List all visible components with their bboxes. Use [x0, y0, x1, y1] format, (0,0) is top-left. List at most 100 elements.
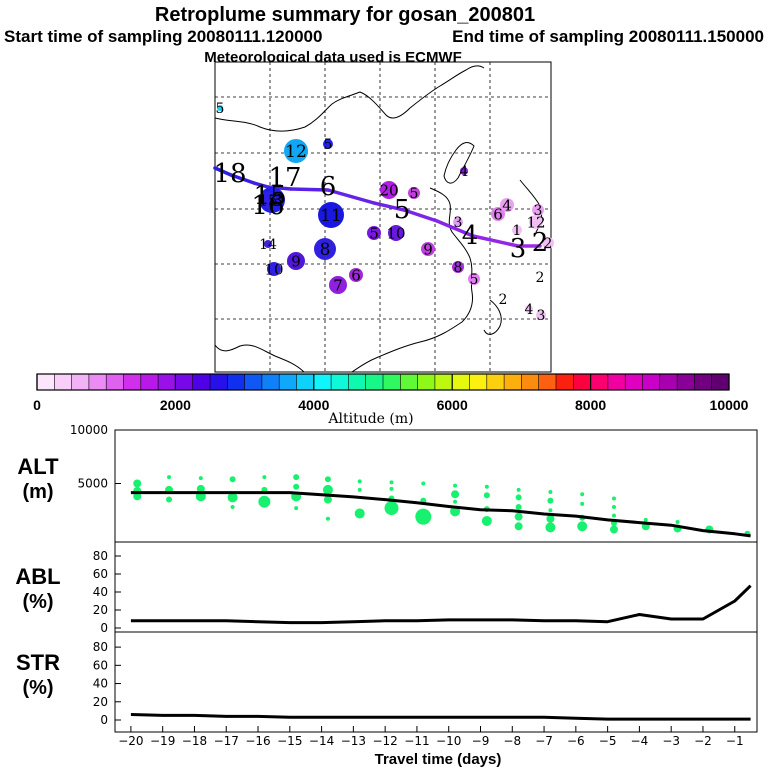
colorbar-swatch — [71, 374, 90, 390]
cluster-label: 2 — [544, 236, 553, 252]
trajectory-day-label: 15 — [253, 181, 286, 211]
cluster-dot — [468, 273, 480, 285]
cluster-label: 3 — [534, 203, 543, 219]
alt-scatter-point — [133, 492, 142, 501]
alt-scatter-point — [484, 484, 489, 489]
alt-scatter-point — [166, 496, 173, 503]
cluster-dot — [267, 262, 281, 276]
cluster-dot — [287, 252, 305, 270]
alt-scatter-point — [322, 484, 333, 495]
trajectory-day-label: 2 — [532, 228, 549, 258]
alt-scatter-point — [196, 484, 205, 493]
x-tick-label: −15 — [277, 734, 302, 748]
alt-ytick-label: 5000 — [77, 477, 108, 491]
alt-scatter-point — [451, 490, 460, 499]
str-unit-label: (%) — [22, 677, 53, 699]
colorbar-swatch — [556, 374, 574, 390]
alt-scatter-point — [230, 505, 235, 510]
alt-scatter-point — [611, 505, 616, 510]
alt-scatter-point — [516, 487, 521, 492]
trajectory-day-label: 5 — [394, 195, 411, 225]
alt-scatter-point — [611, 513, 616, 518]
cluster-label: 10 — [386, 224, 405, 242]
cluster-dot — [460, 167, 468, 175]
colorbar-swatch — [313, 374, 332, 390]
alt-scatter-point — [167, 475, 172, 480]
cluster-label: 12 — [285, 142, 307, 162]
trajectory-segment — [402, 208, 439, 223]
colorbar-swatch — [296, 374, 315, 390]
alt-scatter-point — [577, 521, 588, 532]
cluster-label: 1 — [513, 223, 522, 239]
alt-scatter-point — [323, 495, 332, 504]
x-tick-label: −4 — [631, 734, 649, 748]
colorbar-swatch — [106, 374, 124, 390]
cluster-label: 5 — [470, 272, 479, 288]
cluster-label: 5 — [216, 101, 225, 117]
cluster-dot — [388, 225, 404, 241]
colorbar-swatch — [365, 374, 384, 390]
alt-scatter-point — [514, 522, 523, 531]
alt-scatter-point — [324, 476, 331, 483]
trajectory-segment — [213, 166, 233, 177]
alt-scatter-point — [545, 522, 556, 533]
alt-scatter-point — [546, 514, 555, 523]
cluster-dot — [525, 305, 533, 313]
colorbar-swatch — [434, 374, 453, 390]
alt-scatter-point — [481, 515, 492, 526]
cluster-label: 6 — [351, 266, 361, 284]
cluster-label: 3 — [454, 215, 463, 231]
cluster-dot — [536, 310, 546, 320]
alt-scatter-point — [293, 474, 300, 481]
x-tick-label: −8 — [503, 734, 521, 748]
alt-scatter-point — [384, 501, 399, 516]
abl-unit-label: (%) — [22, 591, 53, 613]
alt-ytick-label: 10000 — [70, 423, 108, 437]
cluster-label: 5 — [369, 224, 379, 242]
colorbar-swatch — [711, 374, 730, 390]
x-tick-label: −19 — [150, 734, 175, 748]
x-tick-label: −17 — [214, 734, 239, 748]
alt-scatter-point — [643, 517, 648, 522]
cluster-label: 10 — [264, 260, 283, 278]
trajectory-day-label: 17 — [268, 163, 301, 193]
colorbar-swatch — [54, 374, 73, 390]
alt-scatter-point — [453, 499, 458, 504]
cluster-label: 5 — [324, 137, 333, 153]
cluster-label: 7 — [333, 276, 343, 294]
alt-scatter-point — [389, 486, 394, 491]
trajectory-day-label: 18 — [213, 159, 246, 189]
abl-ytick-label: 60 — [93, 567, 108, 581]
cluster-label: 15 — [258, 191, 277, 209]
trajectory-day-label: 6 — [320, 172, 337, 202]
cluster-label: 12 — [526, 213, 545, 231]
cluster-dot — [318, 202, 344, 228]
alt-scatter-point — [515, 494, 522, 501]
cluster-dot — [536, 273, 544, 281]
colorbar-swatch — [521, 374, 540, 390]
cluster-label: 5 — [410, 186, 419, 202]
cluster-dot — [421, 242, 435, 256]
colorbar-swatch — [504, 374, 522, 390]
x-axis-title: Travel time (days) — [375, 751, 502, 768]
cluster-label: 3 — [537, 308, 546, 324]
cluster-label: 4 — [502, 196, 512, 214]
cluster-dot — [491, 207, 505, 221]
alt-scatter-point — [514, 512, 523, 521]
cluster-dot — [408, 187, 420, 199]
cluster-dot — [529, 215, 543, 229]
trajectory-segment — [229, 173, 256, 185]
alt-unit-label: (m) — [22, 481, 53, 503]
str-ytick-label: 60 — [93, 658, 108, 672]
cluster-dot — [452, 261, 464, 273]
alt-series-line — [130, 491, 751, 538]
abl-panel-label: ABL — [15, 564, 60, 589]
x-tick-label: −13 — [341, 734, 366, 748]
alt-scatter-point — [198, 476, 203, 481]
cluster-dot — [314, 238, 336, 260]
abl-ytick-label: 20 — [93, 603, 108, 617]
x-tick-label: −18 — [182, 734, 207, 748]
trajectory-segment — [326, 188, 376, 205]
